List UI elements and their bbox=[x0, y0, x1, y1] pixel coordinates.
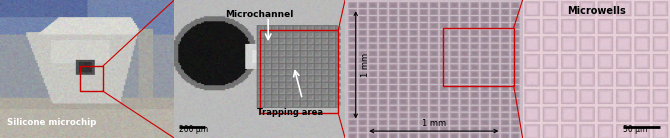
Text: Microwells: Microwells bbox=[567, 6, 626, 15]
Text: 200 μm: 200 μm bbox=[180, 125, 208, 134]
Text: Trapping area: Trapping area bbox=[257, 108, 324, 117]
Text: Microchannel: Microchannel bbox=[225, 10, 294, 19]
Text: 1 mm: 1 mm bbox=[361, 53, 370, 77]
Text: 1 mm: 1 mm bbox=[421, 119, 446, 128]
Bar bbox=[443, 28, 514, 86]
Text: Silicone microchip: Silicone microchip bbox=[7, 118, 96, 127]
Bar bbox=[260, 30, 338, 113]
Text: 50 μm: 50 μm bbox=[623, 125, 647, 134]
Bar bbox=[80, 66, 103, 91]
